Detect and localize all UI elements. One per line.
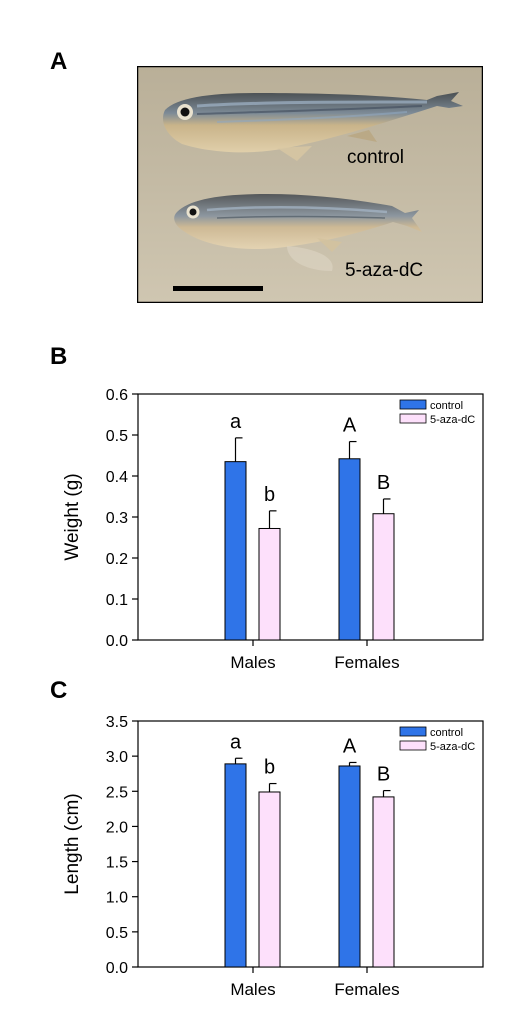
significance-letter: A [343,415,357,437]
significance-letter: a [230,411,242,433]
y-tick-label: 0.2 [106,551,128,568]
plot-frame [137,393,484,641]
x-tick-label: Females [334,980,399,999]
significance-letter: b [264,757,275,779]
bar-5-aza-dC-Males [258,527,281,641]
y-tick-label: 0.1 [106,592,128,609]
y-axis-label: Weight (g) [62,473,83,560]
bar-5-aza-dC-Males [258,791,281,968]
photo-label-control: control [347,147,404,168]
x-tick-label: Males [230,980,275,999]
legend-label-control: control [430,727,463,739]
y-tick-label: 0.0 [106,960,128,977]
photo-label-aza: 5-aza-dC [345,260,423,281]
y-tick-label: 0.6 [106,387,128,404]
x-tick-label: Males [230,653,275,672]
fish-photo: control 5-aza-dC [137,66,483,303]
significance-letter: a [230,731,242,753]
legend-swatch-5-aza-dC [399,740,427,751]
legend-swatch-control [399,726,427,737]
weight-chart: 0.0 0.1 0.2 0.3 0.4 0.5 0.6 Weight (g) Males a b Fe… [62,387,484,672]
y-tick-label: 0.5 [106,428,128,445]
y-axis-label: Length (cm) [62,793,83,894]
y-tick-label: 2.0 [106,819,128,836]
legend-swatch-control [399,399,427,410]
bar-control-Males [224,763,247,968]
bar-control-Females [338,458,361,641]
significance-letter: b [264,484,275,506]
treated-fish [174,194,422,252]
y-tick-label: 1.5 [106,855,128,872]
y-tick-label: 0.3 [106,510,128,527]
x-tick-label: Females [334,653,399,672]
significance-letter: B [377,764,390,786]
bar-control-Females [338,765,361,968]
bar-5-aza-dC-Females [372,796,395,968]
y-tick-label: 3.5 [106,714,128,731]
control-fish [162,92,463,161]
y-tick-label: 0.5 [106,925,128,942]
legend-label-control: control [430,400,463,412]
bar-control-Males [224,461,247,641]
panel-b-letter: B [50,343,68,370]
significance-letter: B [377,472,390,494]
y-tick-label: 0.0 [106,633,128,650]
significance-letter: A [343,735,357,757]
bar-5-aza-dC-Females [372,513,395,641]
y-tick-label: 1.0 [106,890,128,907]
plot-frame [137,720,484,968]
legend-swatch-5-aza-dC [399,413,427,424]
length-chart: 0.0 0.5 1.0 1.5 2.0 2.5 3.0 3.5 Length (cm) Males… [62,714,484,999]
scale-bar [173,286,263,291]
panel-a-letter: A [50,48,68,75]
panel-c-letter: C [50,677,68,704]
y-tick-label: 2.5 [106,784,128,801]
legend-label-5-aza-dC: 5-aza-dC [430,741,475,753]
y-tick-label: 3.0 [106,749,128,766]
legend-label-5-aza-dC: 5-aza-dC [430,414,475,426]
y-tick-label: 0.4 [106,469,128,486]
